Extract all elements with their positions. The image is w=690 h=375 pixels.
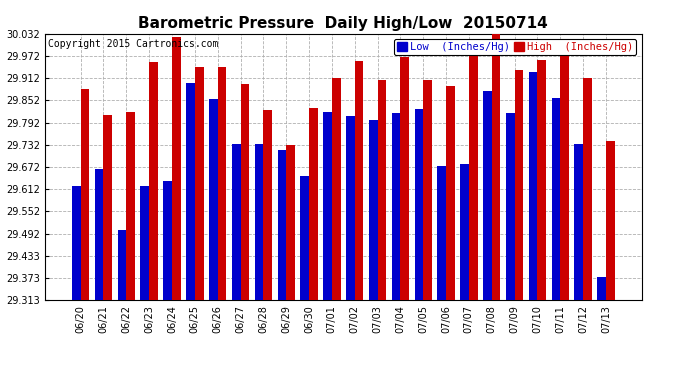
Bar — [446, 86, 455, 300]
Bar — [515, 70, 523, 300]
Bar — [286, 145, 295, 300]
Bar — [460, 164, 469, 300]
Bar — [241, 84, 249, 300]
Bar — [583, 78, 592, 300]
Bar — [400, 57, 409, 300]
Bar — [149, 62, 158, 300]
Bar — [209, 99, 217, 300]
Bar — [369, 120, 377, 300]
Bar — [506, 113, 515, 300]
Bar — [277, 150, 286, 300]
Bar — [141, 186, 149, 300]
Bar — [172, 38, 181, 300]
Bar — [195, 67, 204, 300]
Bar — [377, 80, 386, 300]
Bar — [423, 80, 432, 300]
Bar — [72, 186, 81, 300]
Bar — [164, 181, 172, 300]
Bar — [606, 141, 615, 300]
Bar — [492, 34, 500, 300]
Bar — [332, 78, 341, 300]
Bar — [355, 61, 364, 300]
Bar — [437, 166, 446, 300]
Bar — [529, 72, 538, 300]
Bar — [551, 98, 560, 300]
Bar — [469, 45, 477, 300]
Bar — [574, 144, 583, 300]
Text: Copyright 2015 Cartronics.com: Copyright 2015 Cartronics.com — [48, 39, 218, 49]
Bar — [186, 83, 195, 300]
Bar — [264, 110, 272, 300]
Bar — [95, 168, 103, 300]
Bar — [104, 115, 112, 300]
Legend: Low  (Inches/Hg), High  (Inches/Hg): Low (Inches/Hg), High (Inches/Hg) — [394, 39, 636, 55]
Bar — [81, 89, 89, 300]
Bar — [217, 67, 226, 300]
Title: Barometric Pressure  Daily High/Low  20150714: Barometric Pressure Daily High/Low 20150… — [139, 16, 548, 31]
Bar — [415, 109, 423, 300]
Bar — [255, 144, 264, 300]
Bar — [392, 113, 400, 300]
Bar — [232, 144, 241, 300]
Bar — [483, 91, 492, 300]
Bar — [309, 108, 317, 300]
Bar — [598, 277, 606, 300]
Bar — [126, 111, 135, 300]
Bar — [560, 41, 569, 300]
Bar — [118, 230, 126, 300]
Bar — [300, 176, 309, 300]
Bar — [323, 112, 332, 300]
Bar — [538, 60, 546, 300]
Bar — [346, 116, 355, 300]
